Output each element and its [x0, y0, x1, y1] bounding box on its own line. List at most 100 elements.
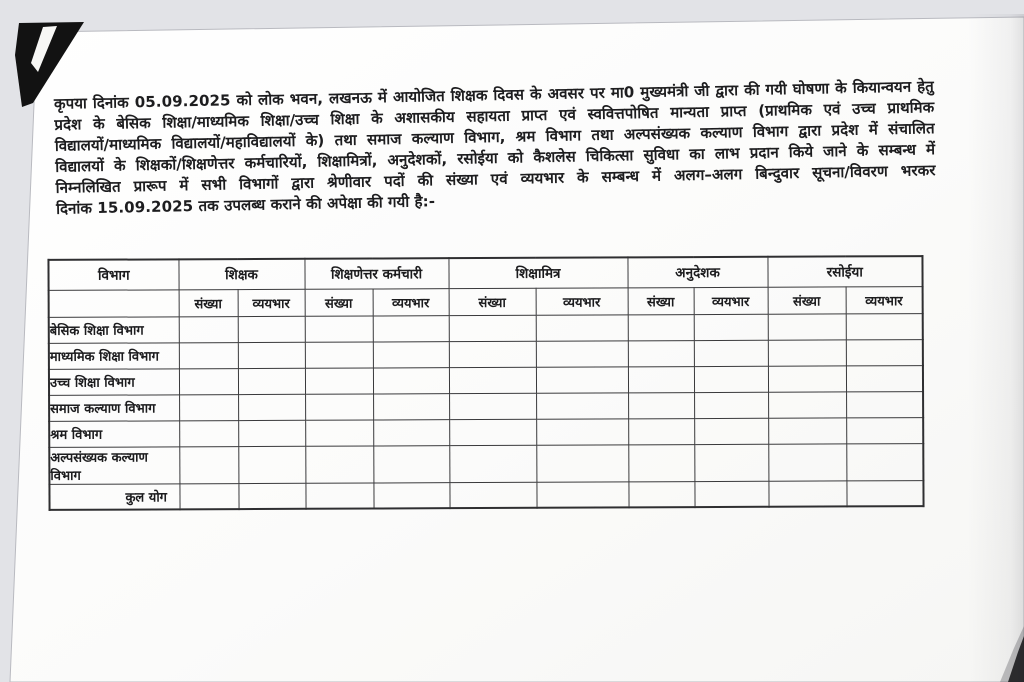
row-label: श्रम विभाग — [49, 420, 180, 447]
empty-cell — [694, 443, 769, 482]
empty-cell — [179, 446, 239, 484]
sub-header-sankhya: संख्या — [304, 288, 373, 316]
empty-cell — [178, 342, 238, 369]
paper-sheet — [9, 16, 1024, 682]
empty-cell — [448, 314, 536, 342]
row-label: माध्यमिक शिक्षा विभाग — [48, 342, 179, 369]
empty-cell — [628, 481, 695, 508]
empty-cell — [238, 482, 306, 510]
empty-cell — [767, 339, 846, 366]
empty-cell — [237, 367, 306, 395]
empty-cell — [179, 420, 239, 447]
empty-cell — [768, 417, 847, 444]
empty-cell — [693, 313, 768, 341]
empty-cell — [628, 418, 695, 445]
scan-corner-artifact-highlight — [31, 26, 57, 72]
empty-cell — [305, 419, 374, 446]
empty-cell — [846, 443, 924, 481]
empty-cell — [627, 366, 695, 393]
empty-cell — [372, 341, 449, 368]
empty-cell — [628, 444, 695, 482]
scan-corner-artifact — [15, 22, 84, 107]
empty-cell — [536, 481, 629, 508]
empty-cell — [846, 480, 924, 507]
empty-cell — [536, 444, 629, 482]
empty-cell — [179, 483, 239, 510]
table-row: माध्यमिक शिक्षा विभाग — [48, 339, 923, 369]
empty-cell — [304, 341, 373, 368]
empty-cell — [305, 393, 374, 420]
empty-cell — [373, 482, 450, 509]
empty-cell — [449, 444, 537, 483]
empty-cell — [845, 365, 924, 392]
page-edge-shadow-right — [968, 14, 1024, 682]
empty-cell — [304, 367, 374, 394]
sub-header-sankhya: संख्या — [178, 289, 238, 317]
empty-cell — [372, 367, 450, 394]
sub-header-vyaybhar: व्ययभार — [693, 286, 768, 315]
staff-summary-table: विभाग शिक्षक शिक्षणेत्तर कर्मचारी शिक्षा… — [47, 255, 925, 511]
empty-cell — [448, 366, 537, 394]
empty-cell — [627, 314, 694, 341]
empty-cell — [304, 315, 373, 342]
empty-cell — [449, 481, 537, 509]
row-label: अल्पसंख्यक कल्याण विभाग — [49, 446, 180, 484]
empty-cell — [536, 418, 629, 445]
empty-cell — [768, 443, 847, 481]
corner-shadow-bottom-right — [1008, 636, 1024, 682]
empty-cell — [846, 417, 924, 444]
row-label: बेसिक शिक्षा विभाग — [48, 316, 179, 343]
row-label: समाज कल्याण विभाग — [49, 394, 180, 421]
empty-cell — [768, 391, 847, 418]
col-header-shikshamitra: शिक्षामित्र — [448, 257, 628, 289]
empty-cell — [694, 391, 769, 419]
empty-cell — [178, 316, 238, 343]
empty-cell — [767, 365, 847, 392]
empty-cell — [372, 315, 449, 342]
table-row: उच्च शिक्षा विभाग — [48, 365, 924, 395]
empty-cell — [448, 340, 536, 368]
col-header-shikshak: शिक्षक — [178, 258, 305, 290]
table-row: श्रम विभाग — [49, 417, 924, 447]
empty-cell — [178, 368, 239, 395]
table-row: समाज कल्याण विभाग — [49, 391, 924, 421]
empty-cell — [846, 391, 924, 418]
empty-cell — [845, 339, 923, 366]
empty-cell — [627, 340, 694, 367]
sub-header-sankhya: संख्या — [448, 287, 536, 316]
empty-cell — [449, 392, 537, 420]
empty-cell — [845, 313, 923, 340]
empty-cell — [305, 445, 374, 483]
empty-cell — [305, 482, 374, 509]
empty-cell — [237, 315, 305, 343]
empty-cell — [694, 417, 769, 445]
empty-cell — [238, 445, 306, 484]
empty-cell — [535, 366, 629, 393]
empty-cell — [238, 419, 306, 447]
empty-cell — [535, 314, 628, 341]
empty-cell — [767, 313, 846, 340]
empty-cell — [628, 392, 695, 419]
empty-cell — [238, 393, 306, 421]
empty-cell — [768, 480, 847, 507]
empty-cell — [373, 419, 450, 446]
table-row: अल्पसंख्यक कल्याण विभाग — [49, 443, 924, 484]
sub-header-vyaybhar: व्ययभार — [237, 288, 305, 317]
empty-cell — [535, 340, 628, 367]
col-header-rasoiya: रसोईया — [767, 256, 923, 287]
col-header-shikshanetar-karmchari: शिक्षणेत्तर कर्मचारी — [304, 258, 449, 289]
empty-cell — [693, 339, 768, 367]
empty-cell — [693, 365, 769, 393]
sub-header-sankhya: संख्या — [767, 286, 846, 314]
empty-cell — [536, 392, 629, 419]
empty-cell — [179, 394, 239, 421]
empty-cell — [449, 418, 537, 446]
empty-cell — [237, 341, 305, 369]
table-row-total: कुल योग — [49, 480, 924, 510]
empty-cell — [373, 445, 450, 483]
empty-cell — [694, 480, 769, 508]
empty-cell — [373, 393, 450, 420]
row-label-total: कुल योग — [49, 483, 180, 510]
